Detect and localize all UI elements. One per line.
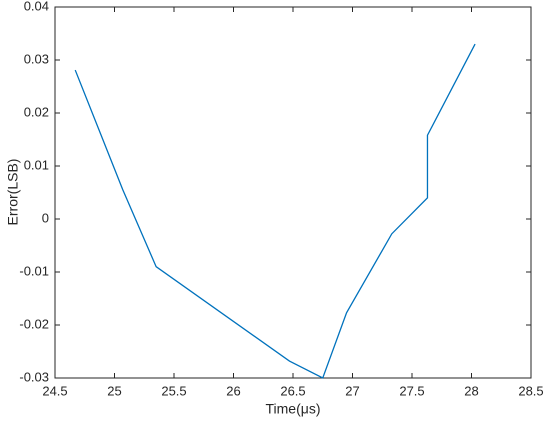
x-tick-label: 28.5 [518,383,543,398]
x-tick-label: 27 [345,383,359,398]
y-tick-label: -0.02 [19,316,49,331]
y-axis-label: Error(LSB) [5,159,21,226]
x-tick-label: 26 [226,383,240,398]
y-tick-label: 0 [42,210,49,225]
y-tick-label: 0.03 [24,51,49,66]
y-tick-label: 0.04 [24,0,49,13]
x-tick-label: 25.5 [161,383,186,398]
y-tick-label: 0.01 [24,157,49,172]
plot-frame [54,6,532,379]
data-line [74,43,476,379]
x-axis-label: Time(μs) [266,401,321,417]
y-tick-label: -0.03 [19,369,49,384]
x-tick-label: 25 [107,383,121,398]
x-tick-label: 26.5 [280,383,305,398]
y-tick-label: -0.01 [19,263,49,278]
x-tick-label: 27.5 [399,383,424,398]
x-tick-label: 24.5 [42,383,67,398]
x-tick-label: 28 [464,383,478,398]
y-tick-label: 0.02 [24,104,49,119]
